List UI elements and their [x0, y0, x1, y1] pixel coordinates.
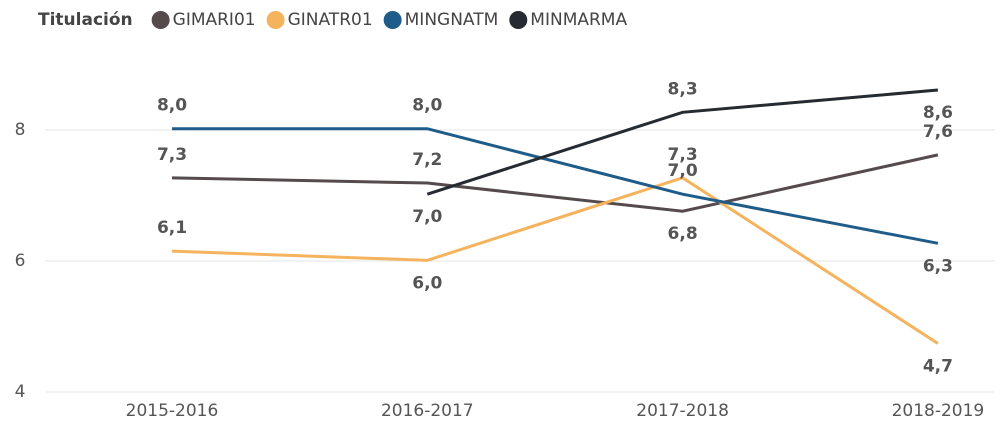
data-label: 7,3 [157, 145, 187, 165]
y-tick-label: 6 [15, 251, 26, 271]
y-tick-label: 8 [15, 120, 26, 140]
legend-marker [151, 11, 170, 29]
series-line [171, 153, 939, 213]
data-label: 7,0 [412, 207, 442, 227]
legend-marker [383, 11, 402, 29]
legend-label: GINATR01 [288, 10, 373, 30]
x-tick-label: 2016-2017 [381, 401, 474, 421]
data-label: 6,8 [668, 224, 698, 244]
legend-label: MINMARMA [530, 10, 627, 30]
x-tick-label: 2015-2016 [126, 401, 219, 421]
data-label: 7,2 [412, 150, 442, 170]
data-label: 6,1 [157, 218, 187, 238]
data-label: 8,3 [668, 79, 698, 99]
data-label: 7,3 [668, 145, 698, 165]
data-label: 8,0 [157, 96, 187, 116]
series-line [426, 88, 939, 196]
data-label: 7,6 [923, 122, 953, 142]
legend-title: Titulación [38, 10, 133, 30]
data-label: 7,0 [668, 161, 698, 181]
series-line [171, 176, 939, 345]
x-tick-label: 2018-2019 [892, 401, 985, 421]
legend-marker [266, 11, 285, 29]
legend-label: GIMARI01 [173, 10, 256, 30]
data-label: 4,7 [923, 357, 953, 377]
data-label: 6,0 [412, 273, 442, 293]
data-label: 8,6 [923, 103, 953, 123]
data-label: 8,0 [412, 96, 442, 116]
x-tick-label: 2017-2018 [636, 401, 729, 421]
data-label: 6,3 [923, 256, 953, 276]
legend-label: MINGNATM [405, 10, 499, 30]
y-tick-label: 4 [15, 382, 26, 402]
legend-marker [509, 11, 528, 29]
series-line [172, 127, 939, 245]
